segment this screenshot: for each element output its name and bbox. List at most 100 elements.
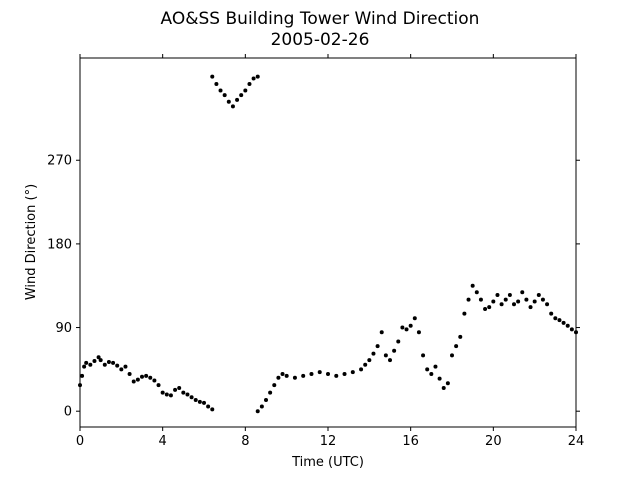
y-axis-ticks: 0 90 180 270 <box>47 154 580 420</box>
y-tick-label: 90 <box>55 321 72 336</box>
data-point <box>160 390 165 395</box>
data-point <box>466 297 471 302</box>
data-point <box>359 367 364 372</box>
data-point <box>301 373 306 378</box>
data-point <box>326 372 330 377</box>
data-point <box>276 375 281 380</box>
chart-subtitle: 2005-02-26 <box>271 30 370 50</box>
data-point <box>152 378 157 383</box>
y-tick-label: 180 <box>47 237 72 252</box>
data-point <box>400 325 405 330</box>
data-point <box>416 330 421 335</box>
data-point <box>375 344 380 349</box>
data-point <box>197 399 202 404</box>
data-point <box>111 360 116 365</box>
data-point <box>272 383 277 388</box>
x-axis-ticks: 0 4 8 12 16 20 24 <box>76 54 584 449</box>
plot-frame <box>79 57 577 428</box>
x-axis-label: Time (UTC) <box>291 455 364 470</box>
data-point <box>512 302 516 307</box>
x-tick-label: 12 <box>320 434 337 449</box>
data-point <box>226 99 231 104</box>
data-point <box>140 374 144 379</box>
data-point <box>317 370 322 375</box>
data-point <box>495 293 500 298</box>
data-point <box>507 293 512 298</box>
data-point <box>450 353 454 358</box>
data-point <box>441 385 446 390</box>
data-point <box>206 404 211 409</box>
x-tick-label: 20 <box>485 434 502 449</box>
data-point <box>251 76 256 81</box>
data-point <box>131 379 136 384</box>
data-point <box>379 330 384 335</box>
x-tick-label: 4 <box>159 434 167 449</box>
data-point <box>264 398 268 403</box>
data-point <box>222 93 227 98</box>
data-point <box>239 93 244 98</box>
data-point <box>363 362 368 367</box>
data-point <box>115 363 120 368</box>
data-point <box>127 372 132 377</box>
data-point <box>565 323 570 328</box>
data-point <box>123 364 128 369</box>
data-point <box>540 297 545 302</box>
data-point <box>168 393 173 398</box>
data-point <box>280 372 285 377</box>
data-point <box>549 311 554 316</box>
data-point <box>210 407 215 412</box>
data-point <box>255 409 260 414</box>
data-point <box>536 293 541 298</box>
data-point <box>82 364 87 369</box>
data-point <box>574 330 578 335</box>
data-point <box>259 404 264 409</box>
data-point <box>247 82 252 87</box>
data-point <box>177 385 182 390</box>
data-point <box>520 290 525 295</box>
data-point <box>292 375 297 380</box>
data-point <box>119 367 124 372</box>
data-point <box>458 334 463 339</box>
data-point <box>202 400 206 405</box>
data-point <box>342 372 347 377</box>
data-point <box>148 375 153 380</box>
data-point <box>214 82 219 87</box>
data-point <box>532 299 537 304</box>
data-point <box>235 97 240 102</box>
data-point <box>545 302 550 307</box>
data-point <box>474 290 479 295</box>
data-point <box>144 373 149 378</box>
data-point <box>268 390 273 395</box>
data-point <box>516 299 521 304</box>
data-point <box>185 392 190 397</box>
data-point <box>491 299 496 304</box>
data-point <box>106 359 111 364</box>
data-point <box>78 383 82 388</box>
data-point <box>524 297 529 302</box>
data-point <box>156 383 161 388</box>
data-point <box>412 316 417 321</box>
data-point <box>334 373 339 378</box>
data-point <box>92 359 97 364</box>
data-point <box>404 327 409 332</box>
data-point <box>255 74 260 79</box>
y-axis-label: Wind Direction (°) <box>24 184 39 300</box>
data-point <box>218 88 223 93</box>
data-points <box>78 74 578 414</box>
data-point <box>193 398 198 403</box>
data-point <box>210 74 215 79</box>
data-point <box>445 381 450 386</box>
data-point <box>383 353 388 358</box>
x-tick-label: 8 <box>241 434 249 449</box>
y-tick-label: 270 <box>47 154 72 169</box>
data-point <box>309 372 314 377</box>
data-point <box>478 297 483 302</box>
data-point <box>561 320 566 325</box>
data-point <box>433 364 438 369</box>
data-point <box>80 373 85 378</box>
data-point <box>164 392 169 397</box>
data-point <box>487 305 492 310</box>
data-point <box>181 390 186 395</box>
data-point <box>96 355 101 360</box>
